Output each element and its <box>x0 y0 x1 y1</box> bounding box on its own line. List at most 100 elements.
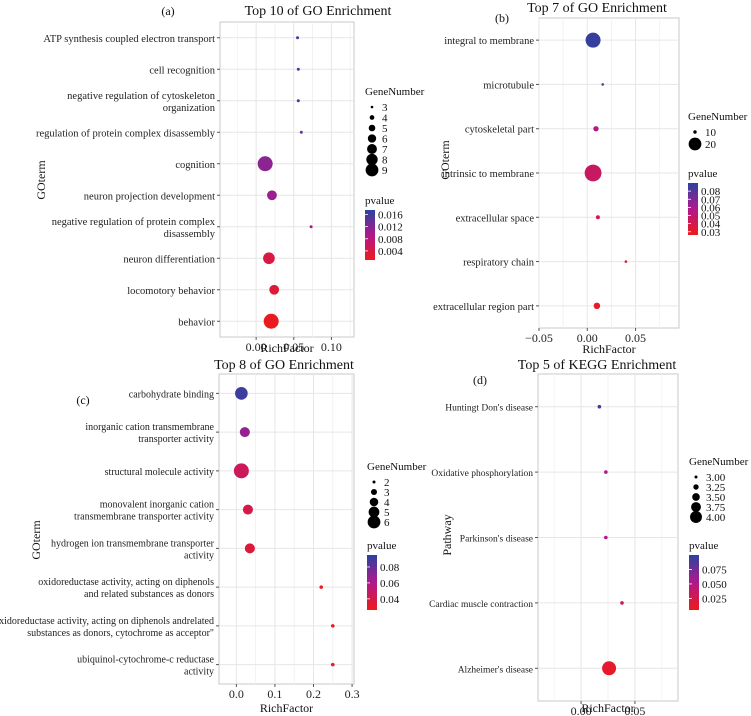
y-tick-label-line: inorganic cation transmembrane <box>85 422 214 433</box>
y-tick-label-line: respiratory chain <box>463 258 535 269</box>
legend-label: 8 <box>382 155 388 167</box>
legend-label: 3 <box>382 102 388 114</box>
y-tick-label-line: extracellular space <box>456 213 535 224</box>
legend-key <box>692 493 700 501</box>
data-point <box>593 126 599 132</box>
data-point <box>299 130 303 134</box>
legend-label: 3.50 <box>706 492 726 504</box>
legend-title: pvalue <box>688 168 717 180</box>
y-tick-label: structural molecule activity <box>105 467 214 478</box>
data-point <box>604 470 608 474</box>
legend-label: 4 <box>382 113 388 125</box>
legend-title: pvalue <box>365 195 394 207</box>
legend-label: 0.004 <box>378 246 403 258</box>
legend-key <box>366 153 378 166</box>
x-axis-label: RichFactor <box>582 342 635 356</box>
x-tick-label: −0.05 <box>525 331 553 345</box>
x-tick-label: 0.05 <box>283 340 304 354</box>
y-tick-label-line: extracellular region part <box>433 302 534 313</box>
legend-label: 0.05 <box>701 211 721 223</box>
legend-label: 0.04 <box>701 219 721 231</box>
data-point <box>309 225 313 229</box>
legend-label: 0.008 <box>378 234 403 246</box>
legend-label: 0.016 <box>378 210 403 222</box>
x-tick-label: 0.3 <box>345 687 360 701</box>
data-point <box>263 313 279 329</box>
data-point <box>244 543 255 554</box>
chart-title: Top 8 of GO Enrichment <box>214 358 354 373</box>
data-point <box>593 302 601 310</box>
legend-label: 5 <box>382 123 388 135</box>
y-tick-label: oxidoreductase activity, acting on diphe… <box>38 577 214 600</box>
panel-label: (b) <box>495 11 509 25</box>
y-tick-label: ATP synthesis coupled electron transport <box>43 34 215 45</box>
chart-panel-a: 0.00 0.05 0.10 ATP synthesis coupled electr… <box>34 4 425 355</box>
legend-key <box>367 134 377 143</box>
y-tick-label-line: transmembrane transporter activity <box>74 512 214 523</box>
y-tick-label-line: integral to membrane <box>444 36 534 47</box>
y-tick-label-line: behavior <box>178 317 215 328</box>
legend-label: 0.07 <box>701 194 721 206</box>
y-tick-label-line: hydrogen ion transmembrane transporter <box>51 538 215 549</box>
x-axis-label: RichFactor <box>260 701 313 715</box>
legend-key <box>372 480 376 484</box>
y-tick-label: neuron projection development <box>84 191 215 202</box>
legend-label: 0.04 <box>380 594 400 606</box>
colorbar <box>365 210 375 260</box>
y-tick-label-line: ubiquinol-cytochrome-c reductase <box>77 655 214 666</box>
data-point <box>296 67 300 71</box>
x-tick-label: 0.00 <box>577 331 598 345</box>
x-tick-label: 0.05 <box>624 704 645 716</box>
legend-key <box>370 488 378 496</box>
legend-label: 3.75 <box>706 502 726 514</box>
y-tick-label: Cardiac muscle contraction <box>429 600 533 610</box>
chart-panel-d: 0.00 0.05 Huntingt Don's disease Oxidative … <box>429 358 749 716</box>
y-tick-label: inorganic cation transmembrane transporte… <box>85 422 214 445</box>
legend-label: 0.050 <box>702 579 727 591</box>
data-point <box>319 585 324 589</box>
legend-key <box>369 497 379 507</box>
legend-label: 9 <box>382 165 388 177</box>
data-point <box>604 535 608 540</box>
chart-panel-c: 0.0 0.1 0.2 0.3 carbohydrate binding inorgani… <box>0 358 427 715</box>
y-tick-label: cell recognition <box>149 65 215 76</box>
data-point <box>585 32 601 48</box>
legend-key <box>694 475 698 479</box>
y-tick-label: cytoskeletal part <box>465 125 534 136</box>
legend-title: GeneNumber <box>367 461 427 473</box>
legend-label: 3.25 <box>706 482 726 494</box>
data-point <box>584 164 602 182</box>
y-tick-label-line: negative regulation of protein complex <box>52 217 216 228</box>
legend-label: 0.08 <box>380 562 400 574</box>
legend-label: 10 <box>705 127 717 139</box>
legend-key <box>690 511 702 523</box>
y-tick-label: Alzheimer's disease <box>458 665 533 675</box>
data-point <box>620 601 624 605</box>
data-point <box>233 463 249 479</box>
y-tick-label: integral to membrane <box>444 36 534 47</box>
y-tick-label: behavior <box>178 317 215 328</box>
x-tick-label: 0.10 <box>321 340 342 354</box>
data-point <box>601 83 605 86</box>
panel-label: (d) <box>473 373 487 387</box>
y-tick-label-line: Alzheimer's disease <box>458 665 533 675</box>
y-tick-label-line: Cardiac muscle contraction <box>429 600 533 610</box>
legend-label: 0.06 <box>701 202 721 214</box>
legend-label: 7 <box>382 144 388 156</box>
legend-key <box>368 506 380 518</box>
y-tick-label-line: oxidoreductase activity, acting on diphe… <box>38 577 214 588</box>
x-axis-label: RichFactor <box>260 341 313 355</box>
y-tick-label-line: Huntingt Don's disease <box>445 404 533 414</box>
y-axis-label: GOterm <box>34 160 48 200</box>
data-point <box>257 156 273 172</box>
y-tick-label-line: neuron projection development <box>84 191 215 202</box>
y-tick-label-line: intrinsic to membrane <box>442 169 534 180</box>
y-tick-label-line: Oxidative phosphorylation <box>431 469 533 479</box>
y-tick-label: Huntingt Don's disease <box>445 404 533 414</box>
x-tick-label: 0.0 <box>229 687 244 701</box>
y-tick-label: extracellular space <box>456 213 535 224</box>
y-tick-label: ubiquinol-cytochrome-c reductase activity <box>77 655 214 678</box>
